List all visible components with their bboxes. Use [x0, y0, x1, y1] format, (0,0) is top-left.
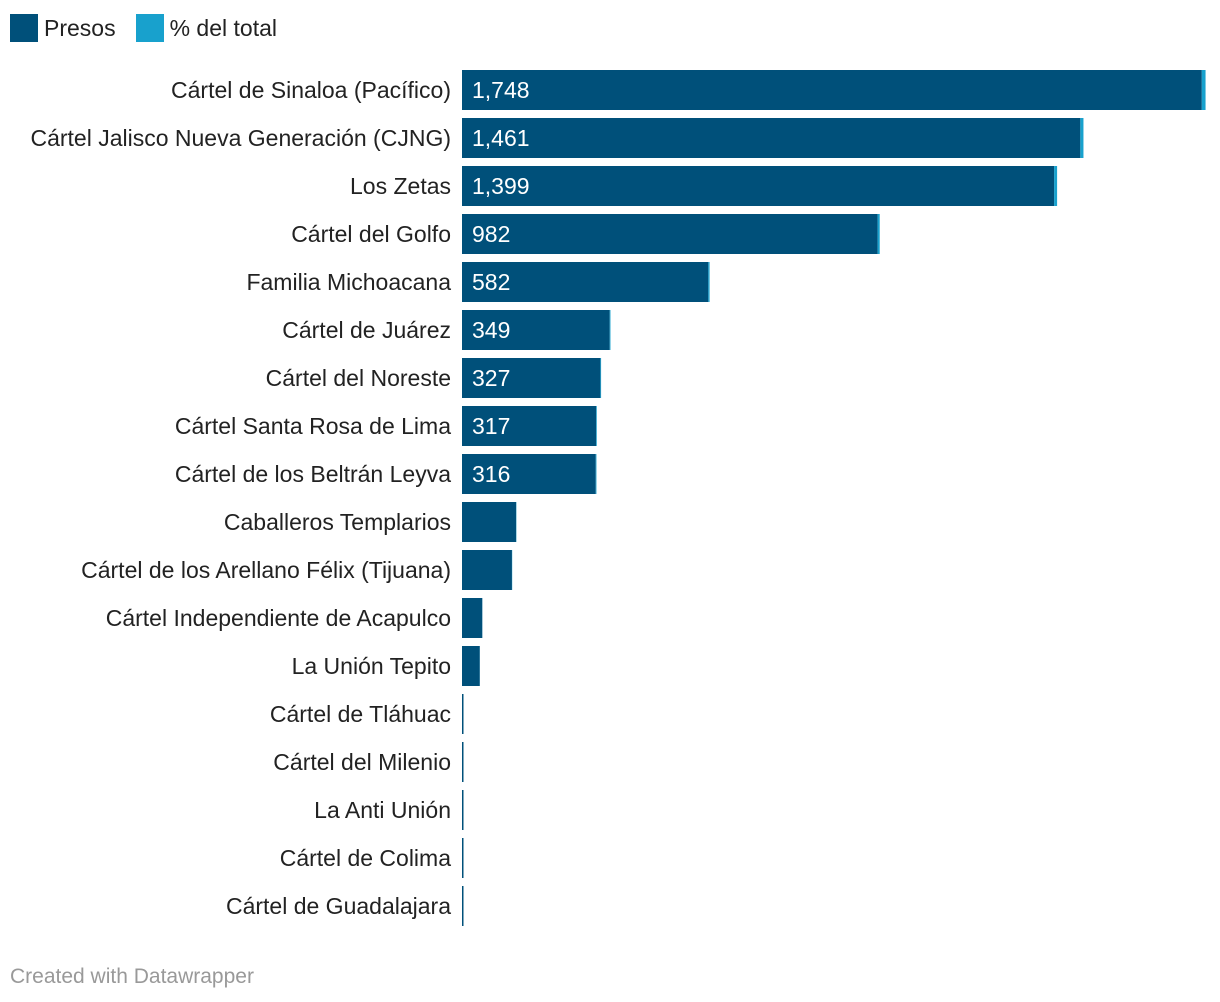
legend-swatch-porcentaje	[135, 14, 164, 42]
bar-porcentaje	[595, 454, 597, 494]
category-label: Cártel de Tláhuac	[270, 701, 451, 727]
bar-porcentaje	[600, 358, 602, 398]
category-label: Cártel Santa Rosa de Lima	[175, 413, 451, 439]
category-label: Cártel de Guadalajara	[226, 893, 451, 919]
bar-value-label: 349	[472, 317, 510, 343]
bar-porcentaje	[1201, 70, 1206, 110]
bar-presos	[462, 598, 483, 638]
bar-porcentaje	[1054, 166, 1058, 206]
bar-value-label: 327	[472, 365, 510, 391]
legend-item-porcentaje: % del total	[135, 14, 277, 42]
bar-value-label: 317	[472, 413, 510, 439]
category-label: Cártel del Milenio	[273, 749, 451, 775]
bar-presos	[462, 70, 1202, 110]
bar-presos	[462, 214, 878, 254]
bar-presos	[462, 310, 610, 350]
bar-value-label: 982	[472, 221, 510, 247]
category-label: Cártel del Golfo	[291, 221, 451, 247]
legend-item-presos: Presos	[10, 14, 116, 42]
bar-presos	[462, 550, 512, 590]
bar-presos	[462, 262, 709, 302]
category-label: Los Zetas	[350, 173, 451, 199]
bar-presos	[462, 166, 1055, 206]
bar-presos	[462, 406, 597, 446]
bar-presos	[462, 502, 517, 542]
chart-legend: Presos % del total	[10, 13, 297, 43]
bar-chart: Cártel de Sinaloa (Pacífico) 1,748 Cártel …	[30, 70, 1206, 926]
bar-value-label: 582	[472, 269, 510, 295]
legend-label-porcentaje: % del total	[169, 14, 277, 41]
category-label: Caballeros Templarios	[224, 509, 451, 535]
category-label: Cártel de los Beltrán Leyva	[175, 461, 451, 487]
bar-value-label: 316	[472, 461, 510, 487]
bar-porcentaje	[1080, 118, 1084, 158]
bar-presos	[462, 358, 601, 398]
bar-porcentaje	[596, 406, 597, 446]
bar-presos	[462, 790, 464, 830]
category-label: Familia Michoacana	[246, 269, 451, 295]
category-label: La Unión Tepito	[292, 653, 451, 679]
bar-presos	[462, 454, 596, 494]
bar-presos	[462, 886, 464, 926]
bar-value-label: 1,399	[472, 173, 530, 199]
footer-credit: Created with Datawrapper	[10, 965, 254, 988]
bar-presos	[462, 118, 1081, 158]
category-label: Cártel de Sinaloa (Pacífico)	[171, 77, 451, 103]
category-label: Cártel de Juárez	[282, 317, 451, 343]
legend-swatch-presos	[10, 14, 38, 42]
bar-value-label: 1,461	[472, 125, 530, 151]
category-label: La Anti Unión	[314, 797, 451, 823]
bar-presos	[462, 838, 464, 878]
category-label: Cártel de Colima	[280, 845, 451, 871]
bar-porcentaje	[708, 262, 710, 302]
category-label: Cártel de los Arellano Félix (Tijuana)	[81, 557, 451, 583]
category-label: Cártel Independiente de Acapulco	[106, 605, 451, 631]
bar-porcentaje	[877, 214, 880, 254]
category-label: Cártel Jalisco Nueva Generación (CJNG)	[30, 125, 451, 151]
bar-presos	[462, 742, 464, 782]
legend-label-presos: Presos	[44, 14, 116, 41]
category-label: Cártel del Noreste	[266, 365, 451, 391]
bar-value-label: 1,748	[472, 77, 530, 103]
bar-presos	[462, 694, 464, 734]
bar-presos	[462, 646, 480, 686]
bar-porcentaje	[609, 310, 611, 350]
